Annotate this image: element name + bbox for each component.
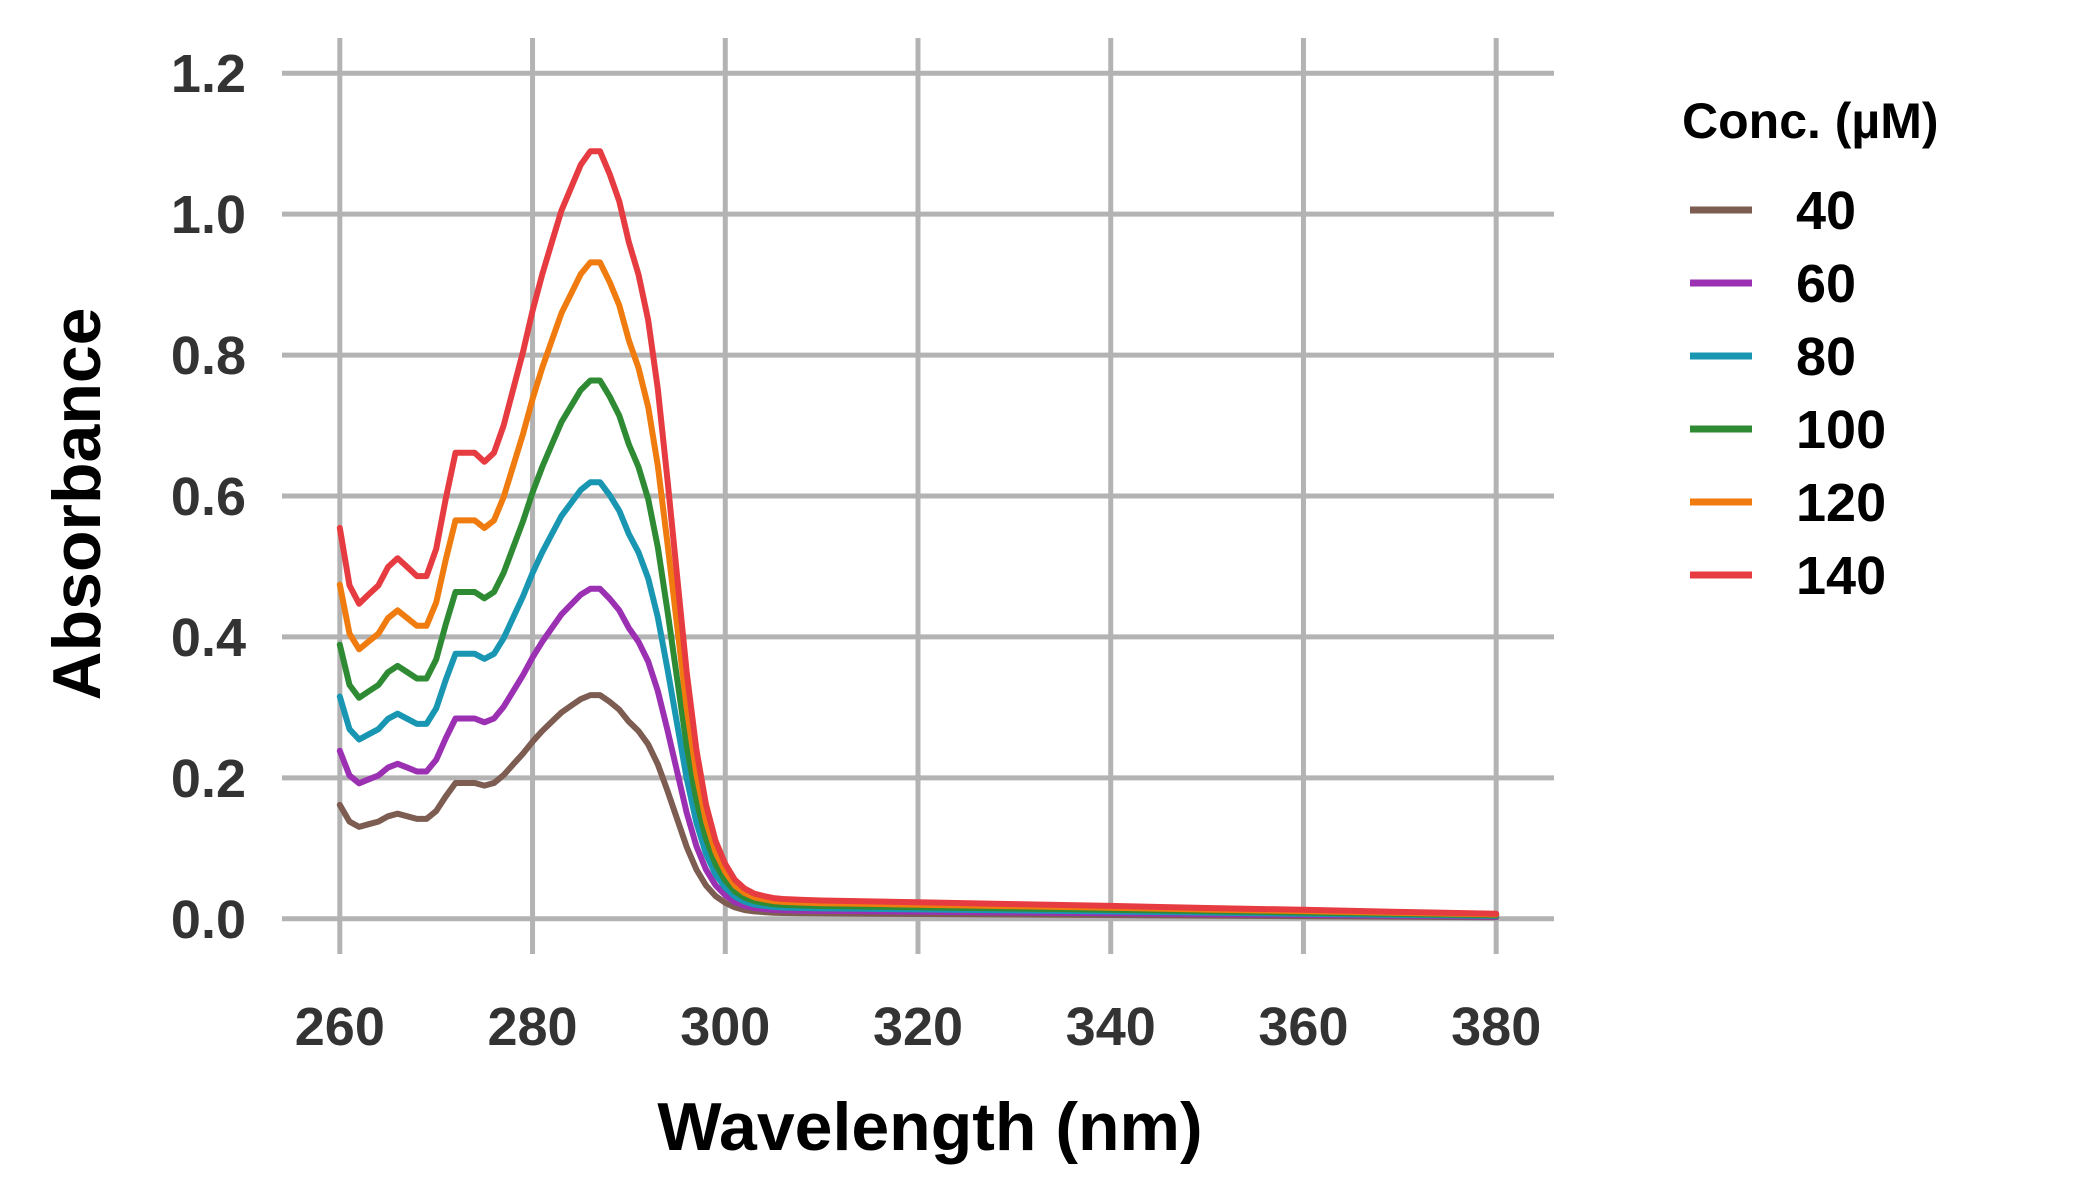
legend-title: Conc. (µM) — [1682, 93, 1939, 149]
legend-label-140: 140 — [1796, 546, 1886, 606]
x-tick-label: 380 — [1451, 997, 1541, 1057]
legend-item-40: 40 — [1690, 181, 1856, 241]
y-tick-label: 0.8 — [171, 326, 246, 386]
legend-label-80: 80 — [1796, 327, 1856, 387]
y-axis-ticks: 0.0 0.2 0.4 0.6 0.8 1.0 1.2 — [171, 44, 246, 950]
legend-item-60: 60 — [1690, 254, 1856, 314]
legend-label-120: 120 — [1796, 473, 1886, 533]
x-tick-label: 260 — [295, 997, 385, 1057]
legend-label-60: 60 — [1796, 254, 1856, 314]
legend-item-80: 80 — [1690, 327, 1856, 387]
legend: 40 60 80 100 120 140 — [1690, 181, 1886, 606]
legend-label-100: 100 — [1796, 400, 1886, 460]
y-tick-label: 0.0 — [171, 890, 246, 950]
y-tick-label: 0.2 — [171, 749, 246, 809]
grid — [282, 38, 1554, 954]
series-line-140 — [336, 148, 1500, 917]
legend-label-40: 40 — [1796, 181, 1856, 241]
x-tick-label: 360 — [1258, 997, 1348, 1057]
y-tick-label: 0.4 — [171, 608, 246, 668]
series-lines — [336, 148, 1500, 921]
y-tick-label: 0.6 — [171, 467, 246, 527]
legend-item-140: 140 — [1690, 546, 1886, 606]
x-tick-label: 300 — [680, 997, 770, 1057]
legend-item-120: 120 — [1690, 473, 1886, 533]
x-tick-label: 320 — [873, 997, 963, 1057]
y-tick-label: 1.0 — [171, 185, 246, 245]
x-tick-label: 340 — [1066, 997, 1156, 1057]
x-axis-ticks: 260 280 300 320 340 360 380 — [295, 997, 1541, 1057]
y-axis-title: Absorbance — [39, 308, 115, 701]
x-tick-label: 280 — [487, 997, 577, 1057]
legend-item-100: 100 — [1690, 400, 1886, 460]
x-axis-title: Wavelength (nm) — [657, 1089, 1202, 1165]
y-tick-label: 1.2 — [171, 44, 246, 104]
